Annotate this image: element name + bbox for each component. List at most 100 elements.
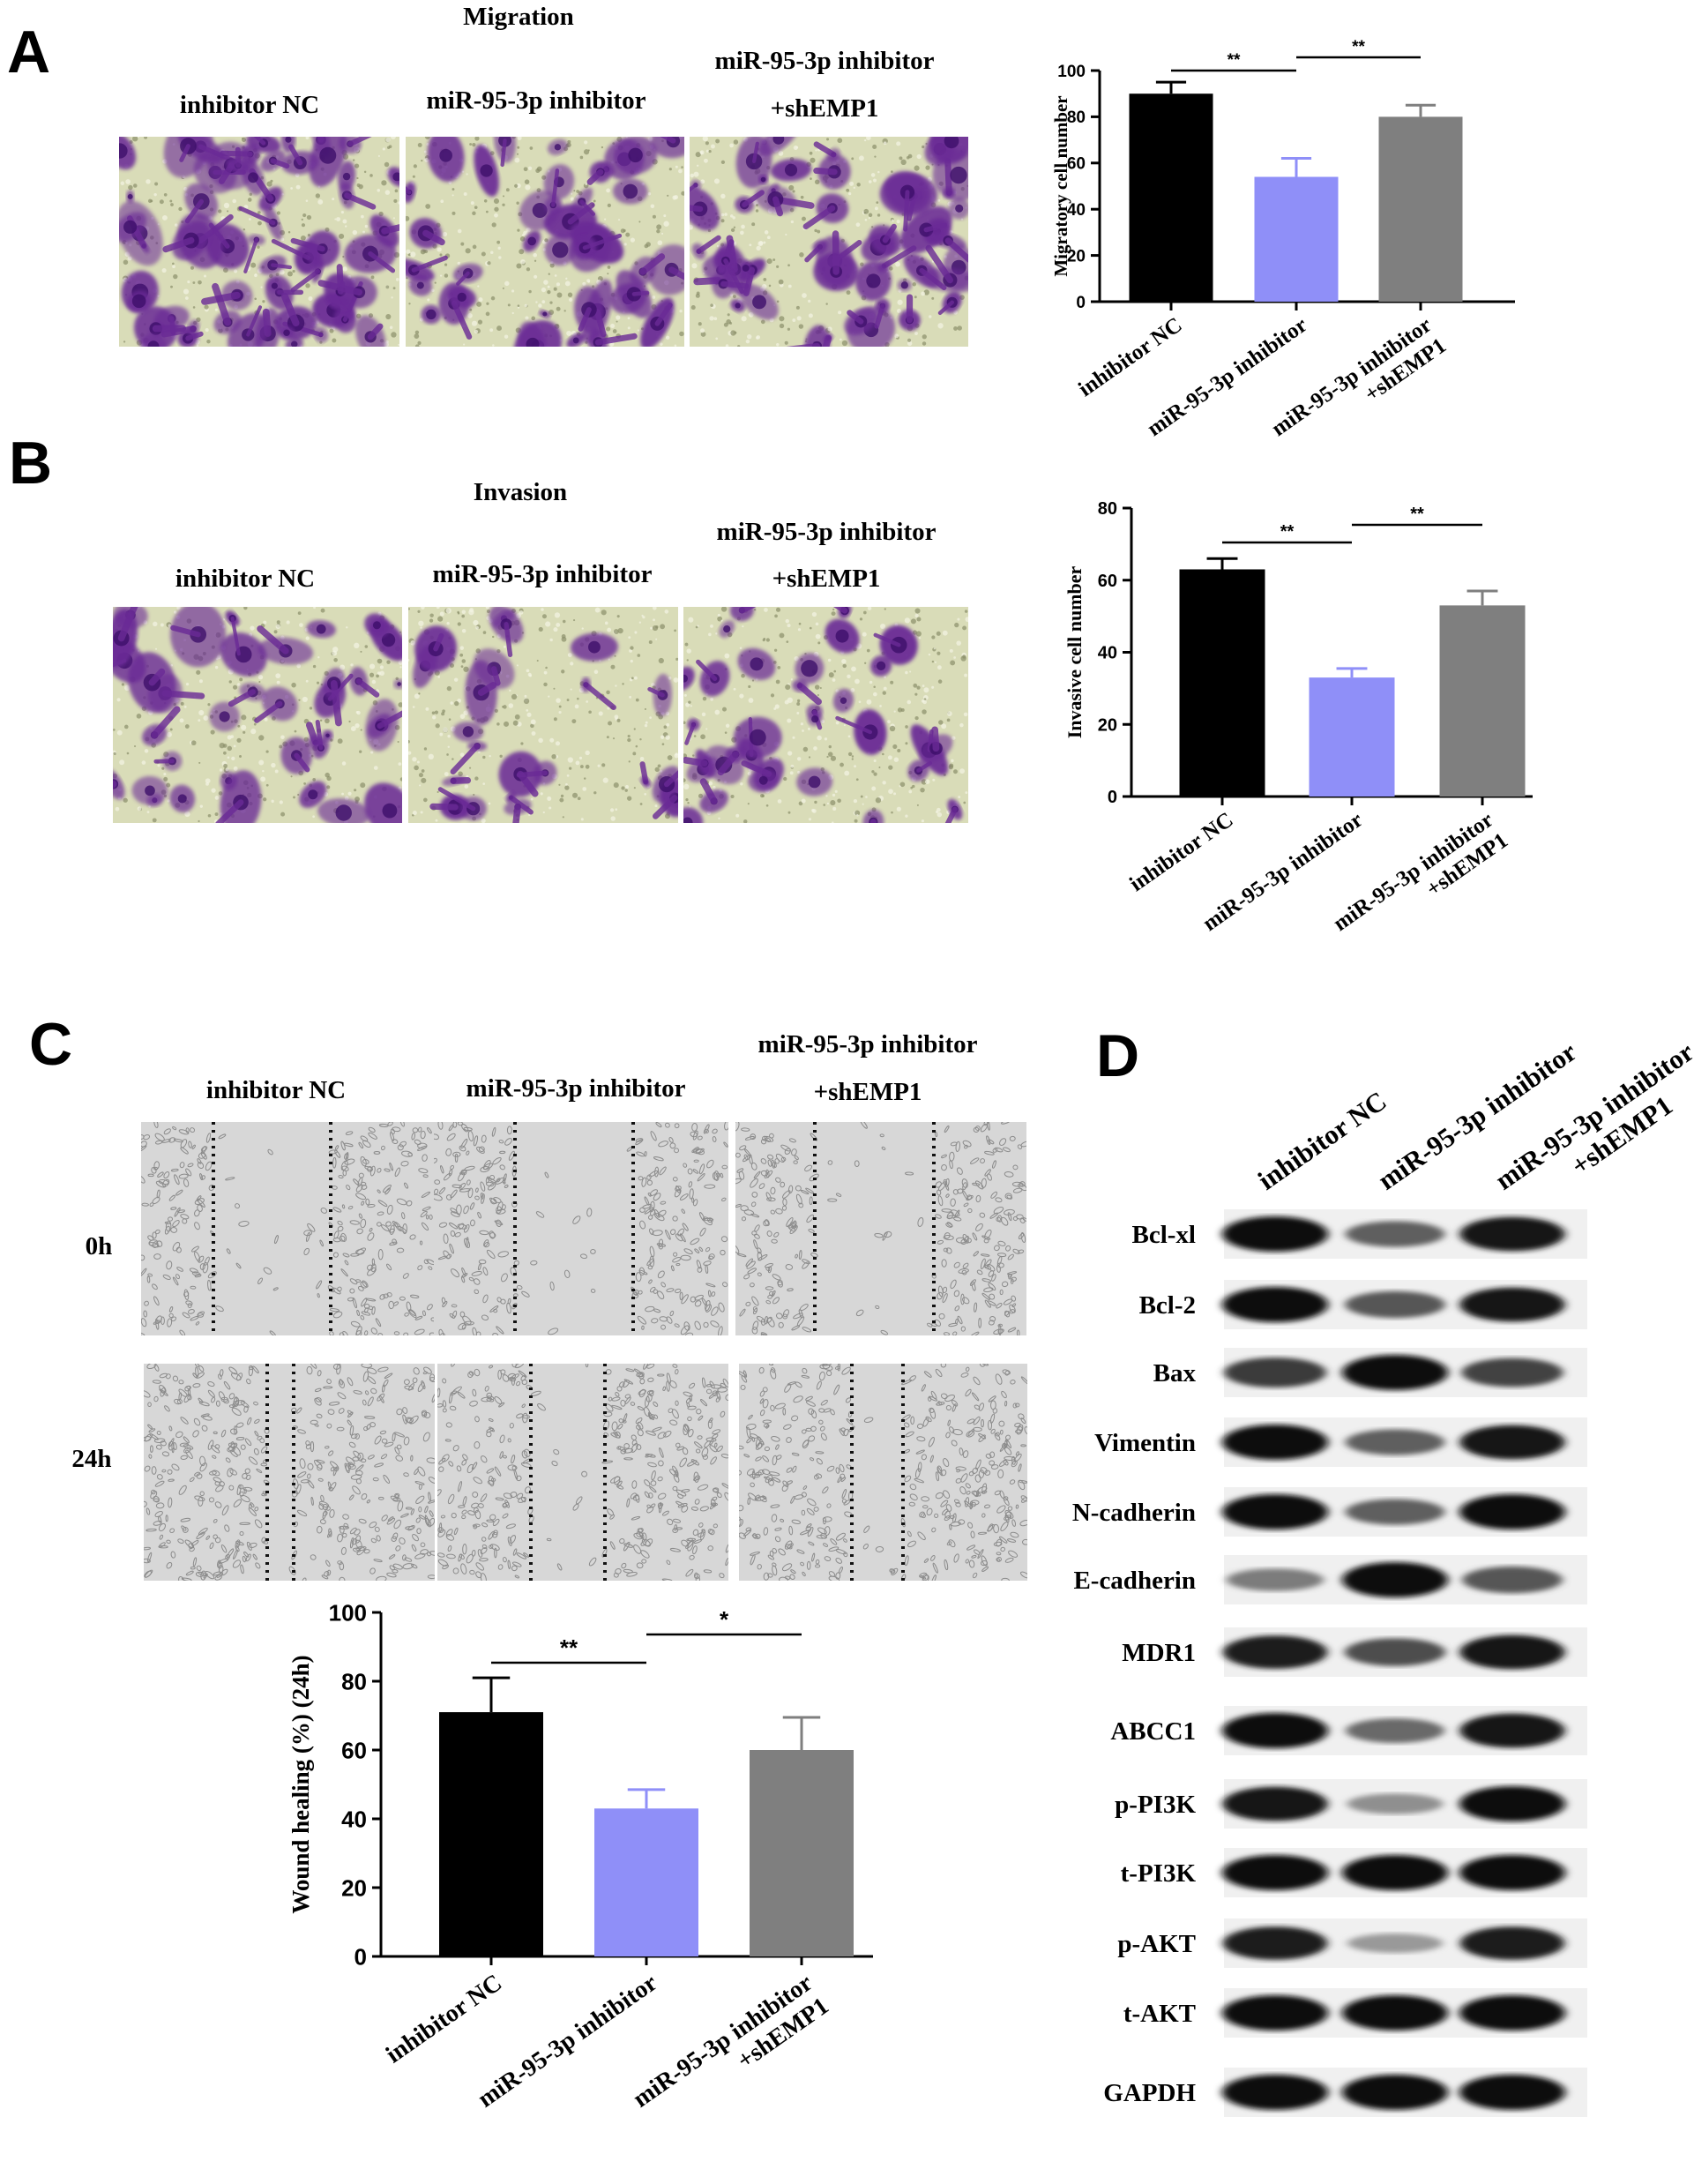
chart-b-category-label-1: inhibitor NC bbox=[1125, 808, 1237, 896]
panel-a-label-combo-1: miR-95-3p inhibitor bbox=[715, 47, 935, 75]
panel-a-chart: 0 20 40 60 80 100 Migratory cell number inhibit… bbox=[1050, 38, 1515, 441]
chart-c-category-label-3: miR-95-3p inhibitor+shEMP1 bbox=[628, 1969, 833, 2136]
blot-band bbox=[1222, 1425, 1328, 1460]
panel-c-row-0h: 0h bbox=[86, 1232, 113, 1260]
chart-a-bar-2 bbox=[1254, 176, 1339, 302]
blot-band bbox=[1459, 1713, 1565, 1748]
chart-a-bar-3 bbox=[1378, 116, 1463, 302]
blot-band bbox=[1459, 1634, 1565, 1670]
blot-band bbox=[1459, 1216, 1565, 1252]
panel-c-label-combo-2: +shEMP1 bbox=[814, 1078, 922, 1106]
blot-band bbox=[1459, 1855, 1565, 1890]
chart-c-ytick-label: 60 bbox=[341, 1737, 367, 1763]
chart-c-ytick-label: 100 bbox=[329, 1599, 367, 1626]
chart-a-ytick-label: 0 bbox=[1076, 294, 1086, 312]
chart-b-significance-label-1: ** bbox=[1280, 522, 1295, 542]
panel-a-label-nc: inhibitor NC bbox=[180, 91, 319, 119]
panel-b: B Invasion inhibitor NC miR-95-3p inhibi… bbox=[9, 430, 1533, 936]
chart-a-ytick-label: 60 bbox=[1067, 155, 1086, 174]
chart-a-ytick-label: 20 bbox=[1067, 247, 1086, 266]
blot-band bbox=[1222, 1855, 1328, 1890]
panel-b-label-nc: inhibitor NC bbox=[175, 565, 315, 593]
chart-c-bar-2 bbox=[594, 1808, 698, 1956]
blot-band bbox=[1222, 2075, 1328, 2110]
blot-band bbox=[1222, 1713, 1328, 1748]
blot-protein-label: MDR1 bbox=[1122, 1639, 1196, 1667]
chart-a-significance-label-1: ** bbox=[1228, 51, 1241, 70]
blot-band bbox=[1226, 1568, 1325, 1591]
blot-band bbox=[1345, 1221, 1445, 1247]
panel-c-label-inhibitor: miR-95-3p inhibitor bbox=[466, 1074, 686, 1103]
blot-band bbox=[1459, 1926, 1565, 1960]
blot-protein-label: t-AKT bbox=[1123, 2000, 1196, 2028]
blot-band bbox=[1222, 1494, 1328, 1530]
blot-band bbox=[1347, 1933, 1443, 1953]
blot-lane-label-3: miR-95-3p inhibitor+shEMP1 bbox=[1489, 1036, 1694, 1222]
panel-b-label-combo-1: miR-95-3p inhibitor bbox=[717, 518, 937, 546]
blot-band bbox=[1222, 1995, 1328, 2031]
chart-c-y-axis-label: Wound healing (%) (24h) bbox=[287, 1655, 314, 1913]
chart-b-bar-3 bbox=[1439, 605, 1526, 797]
chart-b-bar-2 bbox=[1309, 677, 1395, 797]
chart-b-ytick-label: 80 bbox=[1098, 499, 1117, 519]
blot-band bbox=[1459, 1786, 1565, 1821]
panel-b-title: Invasion bbox=[474, 478, 567, 506]
blot-band bbox=[1345, 1499, 1445, 1525]
blot-band bbox=[1342, 1855, 1448, 1890]
chart-a-bar-1 bbox=[1129, 93, 1213, 302]
chart-b-bar-1 bbox=[1179, 569, 1265, 797]
wound-0h-nc bbox=[141, 1122, 434, 1335]
panel-c: C inhibitor NC miR-95-3p inhibitor miR-9… bbox=[29, 1011, 1027, 2136]
blot-protein-label: t-PI3K bbox=[1121, 1859, 1197, 1888]
blot-band bbox=[1342, 1355, 1448, 1390]
blot-band bbox=[1342, 2075, 1448, 2110]
panel-c-row-24h: 24h bbox=[71, 1445, 111, 1473]
micrograph-invasion-inhibitor bbox=[408, 607, 678, 823]
panel-c-wound-images bbox=[141, 1122, 1027, 1581]
micrograph-migration-shemp1 bbox=[690, 137, 968, 347]
micrograph-invasion-nc bbox=[113, 607, 402, 823]
blot-band bbox=[1222, 1786, 1328, 1821]
panel-c-label-nc: inhibitor NC bbox=[206, 1076, 346, 1104]
blot-protein-label: GAPDH bbox=[1103, 2079, 1196, 2107]
panel-a-label-combo-2: +shEMP1 bbox=[771, 94, 879, 123]
chart-c-ytick-label: 20 bbox=[341, 1874, 367, 1901]
chart-c-ytick-label: 0 bbox=[354, 1943, 367, 1970]
chart-b-ytick-label: 60 bbox=[1098, 572, 1117, 591]
chart-a-ytick-label: 100 bbox=[1057, 63, 1086, 81]
chart-a-significance-label-2: ** bbox=[1352, 38, 1365, 56]
panel-c-label-combo-1: miR-95-3p inhibitor bbox=[758, 1030, 978, 1058]
blot-band bbox=[1344, 1638, 1446, 1666]
chart-b-significance-label-2: ** bbox=[1410, 505, 1424, 524]
chart-a-y-axis-label: Migratory cell number bbox=[1050, 95, 1071, 276]
blot-band bbox=[1222, 1216, 1328, 1252]
panel-b-label-combo-2: +shEMP1 bbox=[772, 565, 881, 593]
panel-a-micrographs bbox=[119, 137, 968, 347]
blot-protein-label: Bcl-xl bbox=[1132, 1221, 1197, 1249]
blot-band bbox=[1222, 1635, 1328, 1669]
blot-protein-label: Bax bbox=[1153, 1359, 1197, 1387]
wound-0h-shemp1 bbox=[735, 1122, 1026, 1335]
blot-band bbox=[1462, 1566, 1563, 1594]
blot-band bbox=[1224, 1358, 1326, 1387]
blot-band bbox=[1222, 1287, 1328, 1322]
blot-band bbox=[1345, 1429, 1445, 1455]
panel-b-chart: 0 20 40 60 80 Invasive cell number inhibitor N… bbox=[1063, 499, 1533, 936]
blot-band bbox=[1345, 1290, 1445, 1319]
chart-a-category-label-1: inhibitor NC bbox=[1074, 313, 1186, 401]
blot-band bbox=[1342, 1562, 1448, 1597]
wound-24h-inhibitor bbox=[437, 1364, 728, 1581]
micrograph-migration-inhibitor bbox=[406, 137, 684, 347]
blot-lane-label-1: inhibitor NC bbox=[1252, 1085, 1392, 1196]
blot-band bbox=[1222, 1926, 1328, 1960]
panel-c-chart: 0 20 40 60 80 100 Wound healing (%) (24h) inhib… bbox=[287, 1599, 873, 2136]
wound-0h-inhibitor bbox=[434, 1122, 728, 1335]
panel-a-title: Migration bbox=[463, 3, 574, 31]
wound-24h-nc bbox=[144, 1364, 435, 1581]
chart-b-ytick-label: 20 bbox=[1098, 715, 1117, 735]
panel-b-micrographs bbox=[113, 607, 968, 823]
panel-a-label-inhibitor: miR-95-3p inhibitor bbox=[427, 86, 646, 115]
